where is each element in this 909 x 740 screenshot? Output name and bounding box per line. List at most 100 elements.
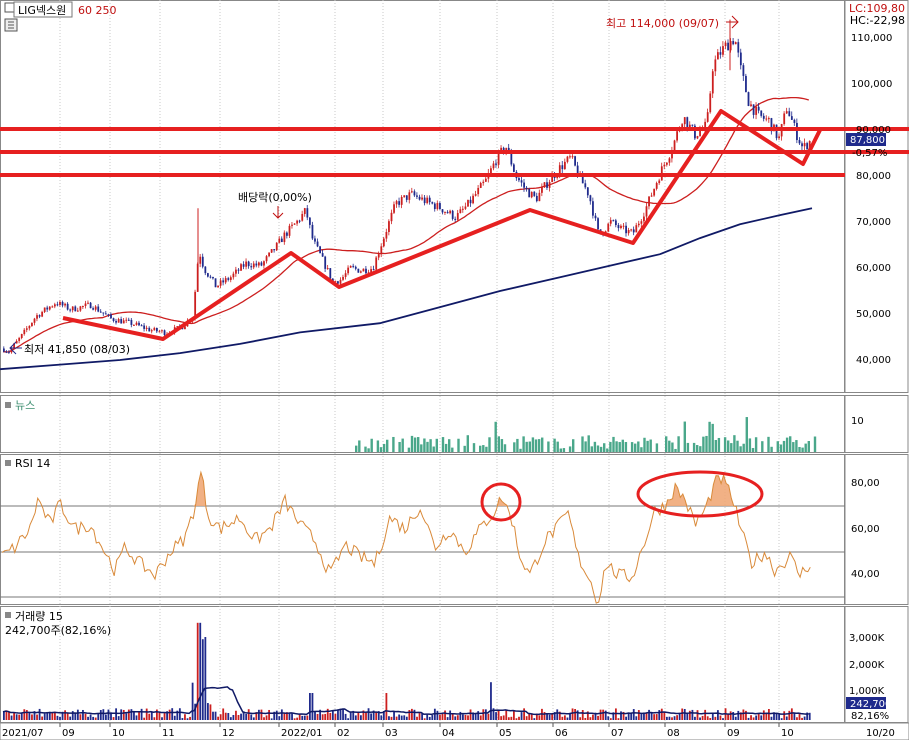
candle-body — [648, 196, 650, 207]
volume-bar — [207, 703, 209, 720]
volume-bar — [612, 712, 615, 720]
news-bar — [804, 443, 807, 452]
candle-body — [775, 124, 778, 139]
news-label: 뉴스 — [15, 399, 35, 412]
volume-bar — [785, 716, 788, 720]
news-bar — [748, 438, 752, 452]
volume-bar — [33, 711, 36, 720]
volume-bar — [617, 718, 620, 720]
volume-bar — [140, 708, 143, 720]
volume-bar — [148, 713, 151, 720]
volume-bar — [686, 713, 689, 720]
volume-bar — [71, 711, 74, 720]
volume-bar — [581, 710, 584, 720]
volume-bar — [525, 716, 528, 720]
x-tick-label: 10/20 — [866, 728, 895, 739]
candle-body — [153, 327, 156, 331]
volume-bar — [722, 718, 724, 720]
news-bar — [776, 441, 779, 452]
candle-body — [477, 187, 480, 195]
news-panel — [0, 395, 909, 453]
news-bar — [634, 443, 637, 452]
candle-body — [737, 42, 740, 53]
news-bar — [696, 445, 699, 452]
x-tick-label: 09 — [727, 728, 740, 739]
volume-bar — [658, 710, 661, 720]
candle-body — [247, 261, 250, 267]
candle-body — [778, 136, 780, 139]
volume-bar — [650, 711, 653, 720]
volume-bar — [171, 708, 174, 720]
candle-body — [23, 329, 26, 335]
volume-bar — [683, 708, 686, 720]
news-bar — [792, 442, 795, 452]
candle-body — [59, 301, 61, 306]
volume-tick: 1,000K — [849, 686, 885, 697]
volume-bar — [84, 713, 87, 720]
volume-bar — [217, 716, 219, 720]
candle-body — [569, 156, 571, 158]
volume-bar — [89, 714, 92, 720]
candle-body — [747, 92, 750, 106]
x-tick-label: 07 — [611, 728, 624, 739]
candle-body — [97, 306, 100, 312]
volume-bar — [8, 712, 10, 720]
news-bar — [364, 446, 367, 452]
volume-bar — [775, 712, 778, 720]
volume-bar — [280, 709, 283, 720]
candle-body — [484, 178, 487, 182]
candle-body — [309, 217, 311, 225]
volume-bar — [263, 717, 265, 720]
rsi-tick: 60,00 — [851, 524, 880, 535]
candle-body — [760, 110, 763, 116]
candle-body — [344, 273, 347, 277]
candle-body — [252, 263, 255, 268]
candle-body — [755, 106, 758, 115]
price-tick: 40,000 — [856, 355, 891, 366]
volume-bar — [388, 716, 390, 720]
volume-bar — [773, 712, 775, 720]
candle-body — [298, 220, 301, 222]
volume-bar — [362, 710, 365, 720]
candle-body — [541, 187, 543, 193]
candle-body — [495, 163, 497, 165]
volume-bar — [546, 713, 548, 720]
candle-body — [214, 278, 217, 288]
current-volume-ratio: 82,16% — [851, 711, 889, 722]
news-bar — [736, 440, 739, 452]
candle-body — [538, 192, 541, 202]
volume-bar — [757, 712, 760, 720]
candle-body — [194, 291, 197, 319]
news-bar — [358, 440, 361, 452]
candle-body — [561, 165, 564, 170]
x-tick-label: 04 — [442, 728, 455, 739]
volume-bar — [798, 714, 801, 720]
candle-body — [43, 307, 46, 312]
volume-bar — [717, 710, 719, 720]
candle-body — [518, 178, 520, 181]
candle-body — [25, 328, 28, 330]
volume-bar — [796, 717, 798, 720]
candle-body — [286, 232, 288, 236]
candle-body — [469, 199, 472, 204]
volume-bar — [451, 713, 454, 720]
candle-body — [71, 306, 74, 311]
volume-bar — [739, 712, 742, 720]
candle-body — [306, 208, 309, 218]
x-tick-label: 11 — [162, 728, 175, 739]
price-tick: 70,000 — [856, 217, 891, 228]
candle-body — [372, 269, 375, 271]
price-tick: 50,000 — [856, 309, 891, 320]
symbol-name[interactable]: LIG넥스원 — [18, 4, 66, 17]
volume-bar — [755, 715, 758, 720]
volume-bar — [370, 713, 372, 720]
candle-body — [793, 119, 796, 123]
volume-bar — [375, 711, 378, 720]
candle-body — [709, 93, 712, 113]
candle-body — [66, 303, 69, 310]
candle-body — [788, 111, 791, 117]
volume-bar — [196, 622, 199, 720]
volume-bar — [530, 713, 533, 720]
volume-bar — [668, 716, 671, 720]
candle-body — [110, 314, 112, 319]
